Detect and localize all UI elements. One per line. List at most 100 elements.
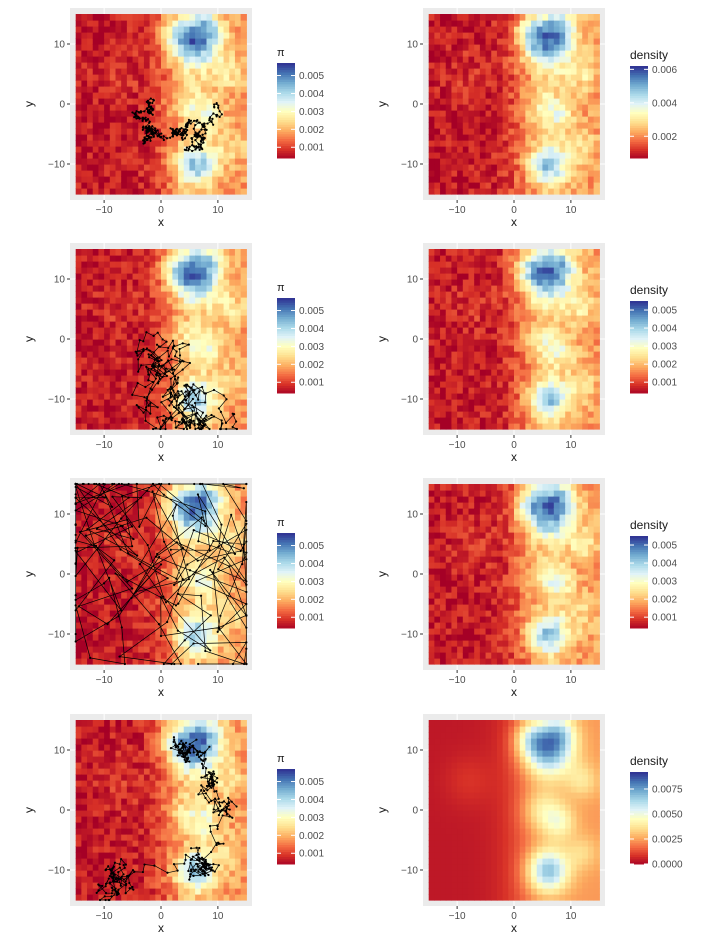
heat-tile	[132, 255, 139, 262]
heat-tile	[508, 309, 515, 316]
heat-tile	[542, 345, 549, 352]
heat-tile	[92, 345, 100, 352]
heat-tile	[161, 182, 168, 189]
heat-tile	[183, 50, 191, 57]
heat-tile	[536, 297, 544, 304]
heat-tile	[92, 44, 100, 51]
heat-tile	[570, 158, 578, 165]
heat-tile	[485, 50, 492, 57]
heat-tile	[457, 381, 464, 388]
heat-tile	[183, 32, 191, 39]
legend-color-step	[630, 141, 648, 145]
heat-tile	[508, 345, 515, 352]
trace-point	[179, 133, 182, 136]
trace-point	[183, 398, 186, 401]
heat-tile	[570, 411, 578, 418]
trace-point	[187, 118, 191, 122]
heat-tile	[536, 423, 544, 430]
heat-tile	[183, 98, 191, 105]
heat-tile	[531, 38, 538, 45]
heat-tile	[138, 514, 145, 521]
heat-tile	[92, 381, 100, 388]
trace-point	[198, 423, 201, 426]
heat-tile	[126, 309, 134, 316]
heat-tile	[104, 375, 111, 382]
heat-tile	[132, 375, 139, 382]
heat-tile	[109, 309, 117, 316]
heat-tile	[115, 652, 122, 659]
heat-tile	[149, 110, 156, 117]
heat-tile	[587, 116, 595, 123]
heat-tile	[75, 261, 82, 268]
heat-tile	[548, 182, 555, 189]
heat-tile	[138, 146, 145, 153]
heat-tile	[223, 351, 230, 358]
heat-tile	[121, 20, 128, 27]
heat-tile	[75, 110, 82, 117]
heat-tile	[576, 417, 583, 424]
heat-tile	[468, 357, 475, 364]
heat-tile	[132, 399, 139, 406]
heat-tile	[445, 38, 453, 45]
heat-tile	[462, 116, 470, 123]
heat-tile	[468, 309, 475, 316]
heat-tile	[593, 182, 600, 189]
heat-tile	[582, 303, 589, 310]
heat-tile	[496, 333, 504, 340]
heat-tile	[451, 110, 458, 117]
heat-tile	[548, 134, 555, 141]
heat-tile	[223, 357, 230, 364]
heat-tile	[217, 255, 225, 262]
heat-tile	[491, 291, 498, 298]
heat-tile	[138, 646, 145, 653]
legend-label: 0.005	[299, 71, 324, 82]
heat-tile	[440, 188, 447, 195]
heat-tile	[576, 110, 583, 117]
heat-tile	[161, 44, 168, 51]
heat-tile	[115, 544, 122, 551]
legend-color-step	[630, 109, 648, 113]
heat-tile	[172, 315, 179, 322]
heat-tile	[542, 321, 549, 328]
heat-tile	[502, 291, 509, 298]
trace-point	[143, 141, 146, 144]
heat-tile	[166, 309, 173, 316]
heat-tile	[536, 152, 544, 159]
heat-tile	[485, 188, 492, 195]
heat-tile	[81, 321, 88, 328]
heat-tile	[582, 309, 589, 316]
heat-tile	[553, 176, 561, 183]
heat-tile	[496, 327, 504, 334]
heat-tile	[172, 158, 179, 165]
heat-tile	[161, 92, 168, 99]
heat-tile	[565, 357, 572, 364]
heat-tile	[132, 327, 139, 334]
heat-tile	[559, 393, 566, 400]
legend-color-step	[630, 95, 648, 99]
heat-tile	[189, 50, 196, 57]
heat-tile	[519, 170, 526, 177]
heat-tile	[189, 104, 196, 111]
heat-tile	[491, 369, 498, 376]
heat-tile	[149, 261, 156, 268]
heat-tile	[229, 128, 236, 135]
heat-tile	[183, 110, 191, 117]
heat-tile	[75, 86, 82, 93]
heat-tile	[445, 158, 453, 165]
trace-point	[169, 395, 173, 398]
heat-tile	[502, 14, 509, 21]
heat-tile	[582, 74, 589, 81]
heat-tile	[491, 267, 498, 274]
heat-tile	[565, 50, 572, 57]
heat-tile	[457, 86, 464, 93]
legend-color-step	[630, 312, 648, 316]
heat-tile	[593, 170, 600, 177]
heat-tile	[542, 297, 549, 304]
heat-tile	[570, 357, 578, 364]
trace-point	[185, 427, 189, 431]
heat-tile	[479, 176, 487, 183]
trace-point	[154, 130, 158, 133]
heat-tile	[428, 315, 435, 322]
heat-tile	[183, 14, 191, 21]
heat-tile	[474, 140, 481, 147]
